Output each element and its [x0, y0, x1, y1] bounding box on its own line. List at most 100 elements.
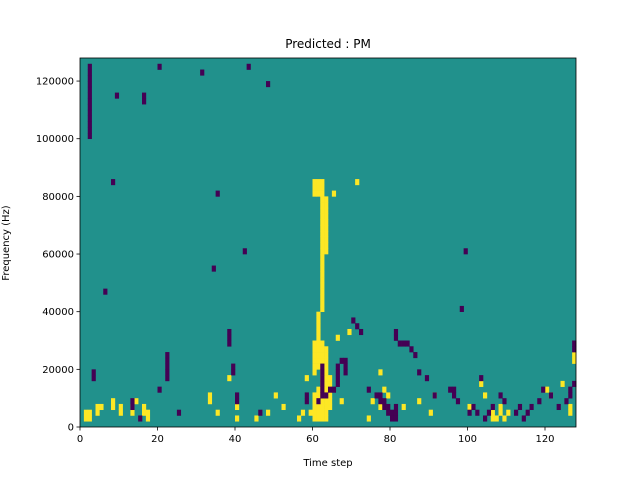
heatmap-cell-high	[312, 369, 317, 376]
heatmap-cell-high	[134, 398, 139, 405]
heatmap-cell-high	[316, 340, 321, 347]
heatmap-cell-low	[413, 352, 418, 359]
heatmap-cell-high	[320, 213, 325, 220]
heatmap-cell-low	[87, 86, 92, 93]
heatmap-cell-high	[572, 352, 577, 359]
heatmap-cell-high	[428, 409, 433, 416]
heatmap-cell-low	[231, 369, 236, 376]
heatmap-cell-high	[316, 415, 321, 422]
heatmap-cell-high	[320, 409, 325, 416]
heatmap-cell-high	[227, 375, 232, 382]
x-tick-label: 60	[306, 434, 319, 445]
heatmap-cell-high	[320, 179, 325, 186]
heatmap-cell-high	[320, 259, 325, 266]
heatmap-cell-high	[312, 346, 317, 353]
heatmap-cell-low	[490, 403, 495, 411]
heatmap-cell-low	[227, 334, 232, 341]
heatmap-cell-low	[475, 409, 480, 416]
heatmap-cell-low	[359, 328, 364, 336]
heatmap-cell-low	[343, 369, 348, 376]
heatmap-cell-low	[548, 392, 554, 399]
heatmap-cell-low	[529, 403, 534, 411]
heatmap-cell-high	[316, 352, 321, 359]
heatmap-cell-low	[331, 386, 337, 393]
chart-title: Predicted : PM	[285, 37, 371, 51]
heatmap-cell-high	[316, 190, 321, 197]
heatmap-cell-low	[502, 398, 507, 405]
heatmap-cell-high	[83, 415, 89, 422]
heatmap-cell-high	[83, 409, 89, 416]
y-tick-label: 120000	[36, 77, 74, 88]
heatmap-cell-high	[572, 357, 577, 364]
heatmap-cell-low	[386, 403, 391, 411]
heatmap-cell-low	[393, 334, 399, 341]
heatmap-cell-high	[324, 352, 329, 359]
heatmap-cell-high	[316, 346, 321, 353]
heatmap-cell-high	[324, 225, 329, 232]
heatmap-cell-low	[87, 63, 92, 70]
heatmap-cell-low	[304, 398, 309, 405]
heatmap-cell-low	[397, 340, 402, 347]
heatmap-cell-high	[142, 409, 147, 416]
heatmap-cell-low	[405, 340, 410, 347]
heatmap-cell-low	[393, 328, 399, 336]
heatmap-cell-high	[320, 415, 325, 422]
heatmap-cell-high	[312, 179, 317, 186]
heatmap-cell-high	[382, 386, 387, 393]
heatmap-cell-high	[266, 409, 271, 416]
heatmap-cell-high	[494, 415, 499, 422]
heatmap-cell-low	[564, 398, 569, 405]
heatmap-cell-high	[312, 357, 317, 364]
heatmap-cell-high	[320, 346, 325, 353]
heatmap-cell-high	[312, 363, 317, 370]
heatmap-cell-high	[320, 184, 325, 191]
x-axis-label: Time step	[302, 458, 352, 469]
heatmap-cell-low	[157, 386, 162, 393]
heatmap-cell-high	[95, 403, 100, 411]
heatmap-cell-high	[339, 398, 344, 405]
heatmap-cell-low	[459, 305, 464, 312]
heatmap-cell-high	[324, 219, 329, 226]
heatmap-cell-high	[111, 403, 116, 411]
heatmap-cell-low	[165, 363, 170, 370]
heatmap-cell-low	[393, 403, 399, 411]
heatmap-cell-high	[568, 409, 573, 416]
heatmap-cell-low	[556, 403, 561, 411]
heatmap-cell-low	[258, 409, 263, 416]
heatmap-cell-high	[324, 207, 329, 214]
heatmap-cell-high	[324, 386, 329, 393]
heatmap-cell-high	[386, 392, 391, 399]
heatmap-cell-high	[87, 415, 92, 422]
heatmap-cell-high	[506, 409, 511, 416]
heatmap-cell-low	[339, 357, 344, 364]
heatmap-cell-low	[455, 398, 461, 405]
heatmap-cell-high	[118, 403, 123, 411]
heatmap-cell-low	[165, 369, 170, 376]
heatmap-cell-high	[320, 357, 325, 364]
heatmap-cell-low	[351, 317, 356, 324]
heatmap-cell-low	[514, 409, 519, 416]
heatmap-cell-high	[312, 392, 317, 399]
heatmap-cell-low	[525, 409, 530, 416]
x-axis: 0 20 40 60 80 100 120	[77, 427, 555, 445]
heatmap-cell-high	[316, 179, 321, 186]
heatmap-cell-low	[452, 386, 457, 393]
y-tick-label: 80000	[42, 192, 74, 203]
heatmap-cell-low	[355, 323, 360, 330]
heatmap-cell-low	[467, 409, 472, 416]
heatmap-cell-low	[424, 375, 430, 382]
heatmap-cell-low	[227, 328, 232, 336]
heatmap-cell-low	[378, 392, 383, 399]
x-tick-label: 0	[77, 434, 83, 445]
heatmap-cell-high	[366, 415, 371, 422]
heatmap-cell-high	[312, 340, 317, 347]
heatmap-cell-high	[297, 415, 302, 422]
heatmap-cell-low	[320, 375, 325, 382]
heatmap-cell-low	[572, 346, 577, 353]
heatmap-cell-low	[324, 392, 329, 399]
heatmap-cell-high	[300, 409, 306, 416]
heatmap-cell-low	[130, 398, 135, 405]
heatmap-cell-high	[254, 415, 259, 422]
heatmap-cell-low	[235, 392, 240, 399]
